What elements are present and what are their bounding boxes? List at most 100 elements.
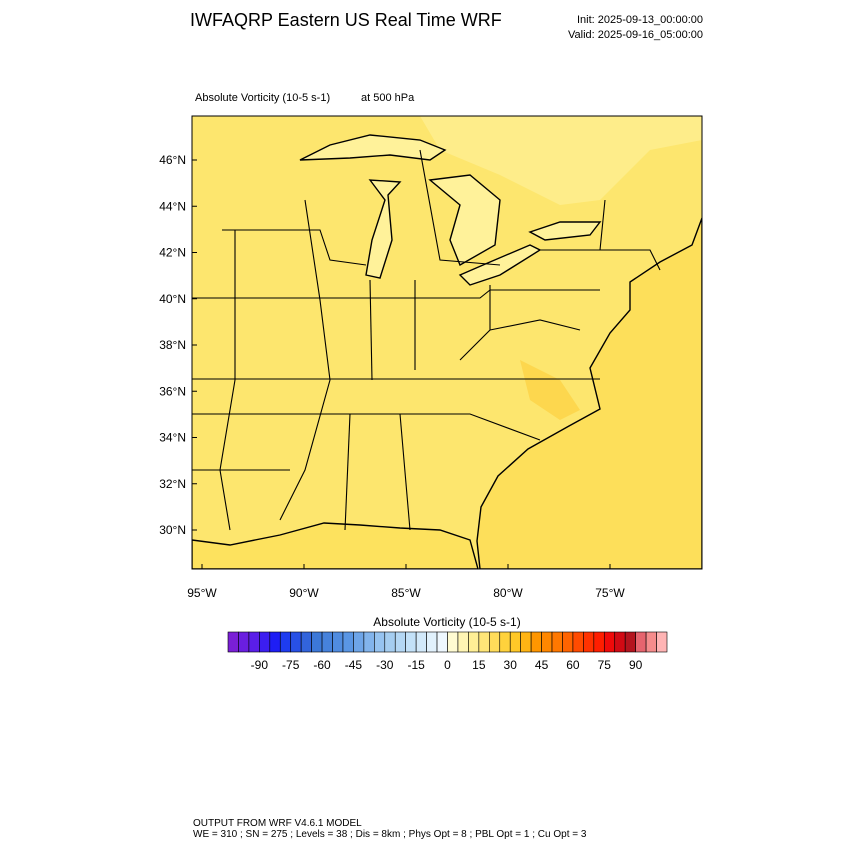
lake-huron	[428, 174, 501, 267]
colorbar-box	[248, 631, 260, 653]
init-time: Init: 2025-09-13_00:00:00	[577, 14, 703, 26]
colorbar-box	[436, 631, 448, 653]
great-lakes	[299, 134, 602, 286]
colorbar-tick-label: -15	[407, 658, 425, 672]
colorbar-box	[478, 631, 490, 653]
colorbar-box	[363, 631, 375, 653]
shading	[520, 360, 580, 420]
state-line	[222, 229, 367, 266]
colorbar-box	[259, 631, 271, 653]
colorbar-box	[353, 631, 365, 653]
lon-label: 75°W	[595, 586, 625, 600]
colorbar-box	[290, 631, 302, 653]
colorbar-tick-label: 60	[566, 658, 580, 672]
colorbar-box	[394, 631, 406, 653]
colorbar-tick-label: 0	[444, 658, 451, 672]
lat-label: 34°N	[159, 431, 186, 445]
colorbar-box	[342, 631, 354, 653]
lat-label: 44°N	[159, 199, 186, 213]
lon-label: 80°W	[493, 586, 523, 600]
lat-label: 30°N	[159, 523, 186, 537]
colorbar-box	[457, 631, 469, 653]
gulf	[192, 522, 479, 569]
colorbar-box	[279, 631, 292, 653]
lon-label: 85°W	[391, 586, 421, 600]
colorbar-box	[238, 631, 250, 653]
colorbar-box	[520, 631, 532, 653]
colorbar-tick-label: 15	[472, 658, 486, 672]
state-line	[369, 279, 373, 381]
state-line	[192, 289, 600, 299]
state-line	[192, 413, 541, 441]
lat-label: 36°N	[159, 384, 186, 398]
atlantic	[476, 217, 702, 569]
state-line	[279, 199, 331, 521]
colorbar-box	[572, 631, 584, 653]
colorbar-box	[415, 631, 427, 653]
lat-label: 38°N	[159, 338, 186, 352]
colorbar: -90 -75 -60 -45 -30 -15 0 15 30 45 60 75 90	[227, 631, 668, 672]
title: IWFAQRP Eastern US Real Time WRF	[190, 10, 502, 30]
colorbar-box	[583, 631, 595, 653]
colorbar-title: Absolute Vorticity (10-5 s-1)	[373, 615, 520, 629]
lon-label: 90°W	[289, 586, 319, 600]
colorbar-box	[321, 631, 333, 653]
colorbar-box	[374, 631, 386, 653]
footer-line: OUTPUT FROM WRF V4.6.1 MODEL	[193, 818, 362, 829]
lake-superior	[299, 134, 447, 161]
colorbar-tick-label: -75	[282, 658, 300, 672]
lon-label: 95°W	[187, 586, 217, 600]
canada	[192, 116, 702, 205]
colorbar-box	[405, 631, 417, 653]
colorbar-tick-label: -30	[376, 658, 394, 672]
colorbar-box	[384, 631, 396, 653]
colorbar-box	[426, 631, 438, 653]
lake-michigan	[365, 179, 402, 279]
colorbar-box	[624, 631, 636, 653]
state-line	[489, 319, 581, 331]
colorbar-tick-label: -90	[251, 658, 269, 672]
state-lines	[192, 149, 661, 531]
colorbar-box	[489, 631, 501, 653]
colorbar-tick-label: -45	[345, 658, 363, 672]
colorbar-box	[269, 631, 281, 653]
colorbar-box	[635, 631, 647, 653]
colorbar-tick-label: 75	[598, 658, 612, 672]
footer-line: WE = 310 ; SN = 275 ; Levels = 38 ; Dis …	[193, 829, 587, 840]
level-label: at 500 hPa	[361, 92, 415, 104]
state-line	[600, 249, 661, 271]
lake-ontario	[528, 221, 602, 241]
map-frame	[191, 115, 703, 570]
colorbar-box	[499, 631, 511, 653]
colorbar-box	[593, 631, 605, 653]
lat-label: 40°N	[159, 292, 186, 306]
state-line	[219, 230, 236, 531]
colorbar-box	[468, 631, 480, 653]
colorbar-box	[541, 631, 553, 653]
map	[192, 116, 702, 569]
colorbar-box	[227, 631, 239, 653]
field-label: Absolute Vorticity (10-5 s-1)	[195, 92, 330, 104]
colorbar-box	[530, 631, 542, 653]
colorbar-tick-label: 45	[535, 658, 549, 672]
state-line	[399, 413, 411, 531]
state-line	[344, 413, 351, 531]
colorbar-box	[603, 631, 616, 653]
colorbar-box	[300, 631, 312, 653]
lat-label: 32°N	[159, 477, 186, 491]
colorbar-box	[562, 631, 574, 653]
valid-time: Valid: 2025-09-16_05:00:00	[568, 29, 703, 41]
state-line	[419, 149, 501, 266]
colorbar-box	[551, 631, 563, 653]
lat-label: 46°N	[159, 153, 186, 167]
colorbar-box	[311, 631, 323, 653]
colorbar-box	[509, 631, 521, 653]
colorbar-box	[656, 631, 668, 653]
colorbar-tick-label: 90	[629, 658, 643, 672]
colorbar-box	[614, 631, 626, 653]
colorbar-tick-label: -60	[313, 658, 331, 672]
colorbar-tick-label: 30	[504, 658, 518, 672]
colorbar-box	[645, 631, 657, 653]
colorbar-box	[447, 631, 459, 653]
